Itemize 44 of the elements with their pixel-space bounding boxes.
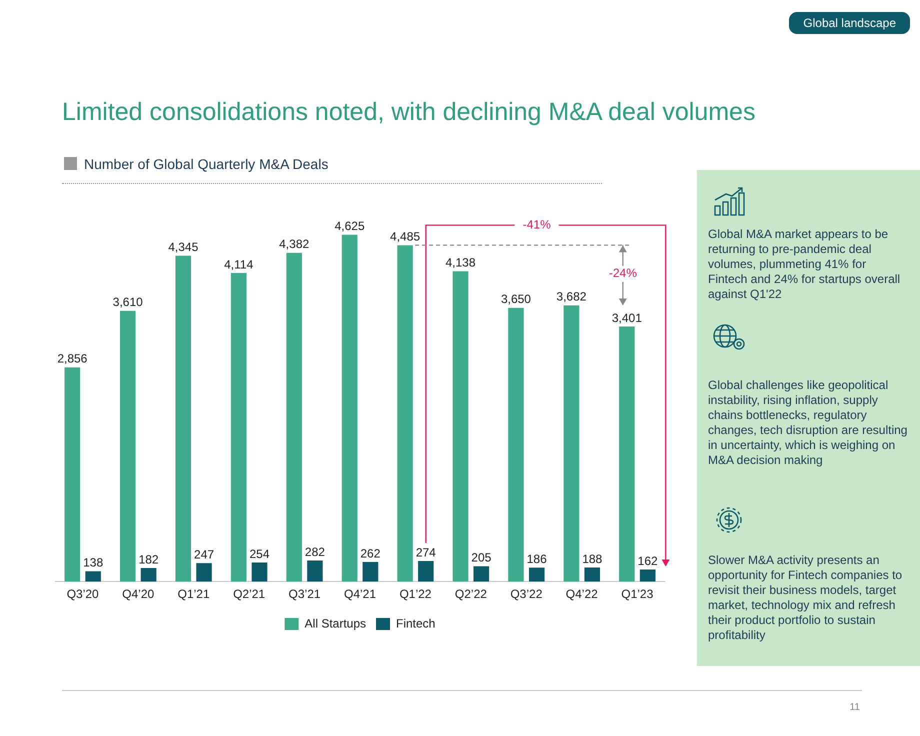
data-label: 162 (638, 554, 658, 568)
data-label: 4,114 (224, 257, 254, 272)
x-tick-label: Q1’23 (621, 587, 654, 602)
data-label: 3,650 (500, 292, 532, 306)
chart-title: Limited consolidations noted, with declining M&A deal volumes (62, 98, 756, 127)
data-label: 2,856 (57, 352, 88, 366)
x-tick-label: Q1’21 (178, 587, 210, 602)
data-label: 274 (416, 545, 436, 560)
x-tick-label: Q4’22 (566, 587, 598, 602)
data-label: 254 (249, 546, 270, 561)
text: 11 (850, 702, 860, 713)
text: Global challenges like geopolitical instability, rising inflation, supply chains bottlenecks, regulatory changes, tech disruption are resulting in uncertainty, which is weighing on M&A decision making (708, 378, 908, 468)
data-label: 205 (471, 550, 492, 565)
text: Slower M&A activity presents an opportunity for Fintech companies to revisit their business models, target market, technology mix and refresh their product portfolio to sustain profitability (708, 553, 904, 643)
data-label: 4,382 (279, 237, 310, 252)
x-tick-label: Q2’21 (233, 587, 266, 602)
data-label: 4,625 (334, 219, 365, 234)
data-label: 182 (138, 552, 159, 566)
text: Global landscape (789, 12, 910, 34)
x-tick-label: Q3’20 (66, 587, 100, 602)
data-label: 3,610 (112, 295, 144, 310)
chart-subtitle: Number of Global Quarterly M&A Deals (84, 156, 328, 172)
data-label: 282 (304, 544, 326, 559)
data-label: 247 (194, 547, 214, 562)
data-label: 138 (83, 556, 104, 570)
data-label: 4,345 (168, 240, 199, 254)
x-tick-label: Q3’21 (288, 587, 321, 602)
text: -41% (522, 218, 552, 232)
x-tick-label: Q4’21 (344, 587, 376, 602)
data-label: 188 (582, 552, 603, 566)
data-label: 4,138 (445, 256, 476, 270)
data-label: 3,401 (612, 310, 642, 325)
x-tick-label: Q3’22 (510, 587, 543, 602)
data-label: 4,485 (390, 230, 420, 244)
text: Global M&A market appears to be returning to pre-pandemic deal volumes, plummeting 41% for Fintech and 24% for startups overall against Q1'22 (708, 227, 902, 302)
x-tick-label: Q2’22 (454, 587, 488, 602)
x-tick-label: Q1’22 (399, 587, 432, 602)
data-label: 186 (526, 552, 548, 566)
annotation: -24% (608, 266, 638, 280)
x-tick-label: Q4’20 (122, 587, 155, 602)
legend-label: Fintech (396, 616, 436, 630)
data-label: 262 (360, 546, 381, 560)
data-label: 3,682 (556, 290, 587, 304)
legend-label: All Startups (304, 616, 366, 630)
